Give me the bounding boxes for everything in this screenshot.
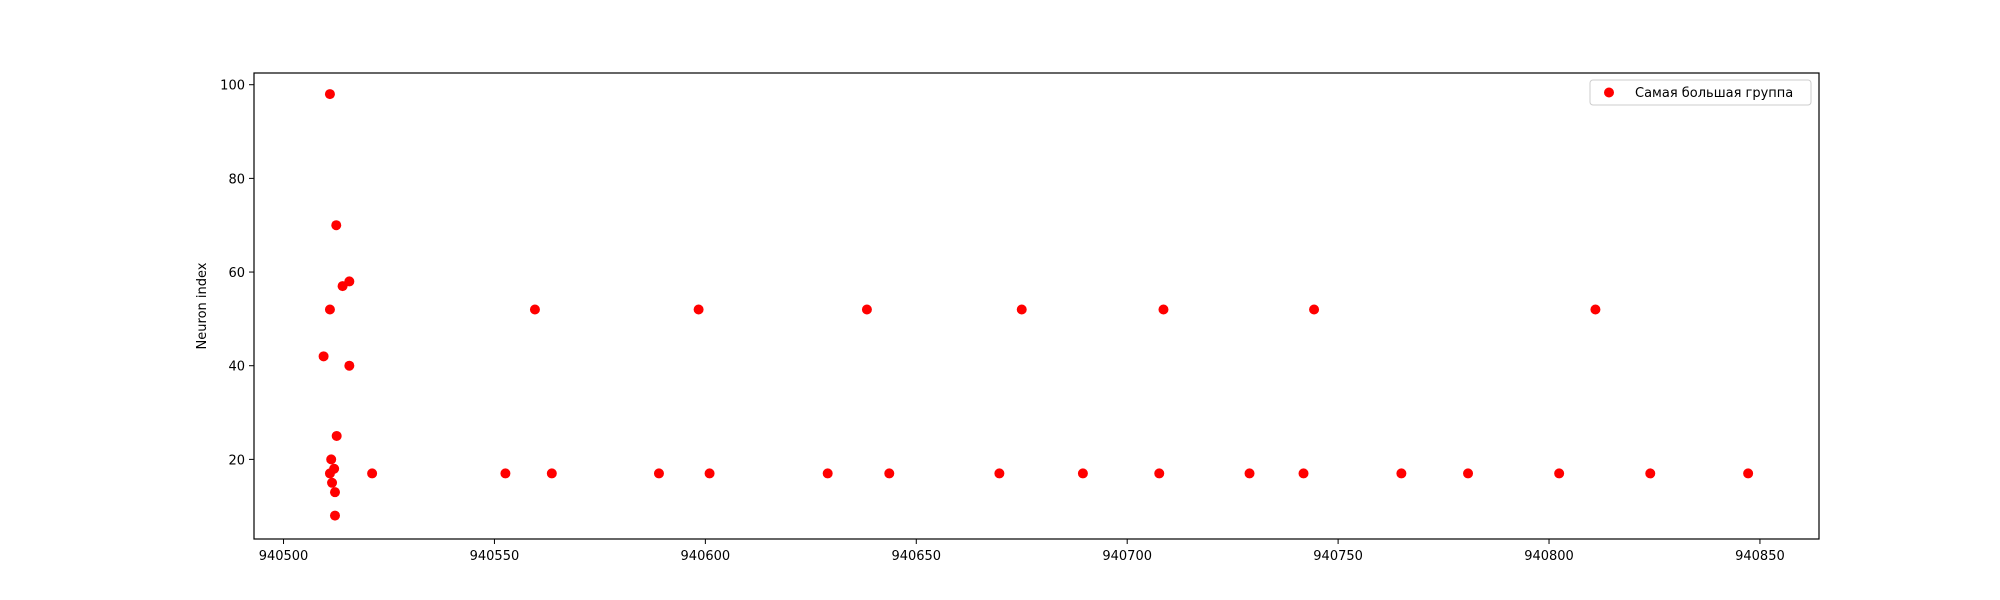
legend-label: Самая большая группа	[1635, 86, 1793, 101]
data-point	[500, 468, 511, 479]
plot-area-frame	[253, 72, 1820, 540]
data-point	[994, 468, 1005, 479]
data-point	[329, 510, 340, 521]
legend-marker	[1604, 87, 1614, 98]
x-tick-label: 940550	[470, 549, 520, 564]
data-point	[318, 351, 329, 362]
data-point	[1244, 468, 1255, 479]
data-point	[1645, 468, 1656, 479]
data-point	[329, 487, 340, 498]
y-tick-label: 60	[228, 266, 245, 281]
data-point	[326, 454, 337, 465]
data-point	[1590, 304, 1601, 315]
data-point	[822, 468, 833, 479]
data-point	[331, 220, 342, 231]
data-point	[693, 304, 704, 315]
legend-box	[1589, 79, 1812, 106]
data-point	[344, 360, 355, 371]
y-tick-label: 40	[228, 360, 245, 375]
data-point	[529, 304, 540, 315]
x-tick-label: 940650	[891, 549, 941, 564]
x-tick-label: 940700	[1102, 549, 1152, 564]
data-point	[884, 468, 895, 479]
data-points	[318, 89, 1754, 521]
data-point	[1298, 468, 1309, 479]
data-point	[653, 468, 664, 479]
x-tick-label: 940600	[681, 549, 731, 564]
data-point	[1077, 468, 1088, 479]
data-point	[861, 304, 872, 315]
data-point	[1743, 468, 1754, 479]
x-axis: 940500 940550 940600 940650 940700 940750 9408…	[259, 539, 1785, 564]
y-axis-label: Neuron index	[195, 262, 210, 349]
data-point	[367, 468, 378, 479]
data-point	[329, 463, 340, 474]
data-point	[1463, 468, 1474, 479]
y-tick-label: 80	[228, 172, 245, 187]
x-tick-label: 940850	[1735, 549, 1785, 564]
data-point	[1554, 468, 1565, 479]
y-tick-label: 100	[220, 79, 245, 94]
data-point	[704, 468, 715, 479]
data-point	[344, 276, 355, 287]
data-point	[1158, 304, 1169, 315]
legend: Самая большая группа	[1589, 79, 1812, 106]
y-axis: 20 40 60 80 100	[220, 79, 254, 468]
data-point	[324, 304, 335, 315]
data-point	[1016, 304, 1027, 315]
data-point	[1396, 468, 1407, 479]
data-point	[1154, 468, 1165, 479]
y-tick-label: 20	[228, 453, 245, 468]
x-tick-label: 940500	[259, 549, 309, 564]
data-point	[331, 430, 342, 441]
data-point	[327, 477, 338, 488]
data-point	[546, 468, 557, 479]
data-point	[1309, 304, 1320, 315]
x-tick-label: 940750	[1313, 549, 1363, 564]
data-point	[324, 89, 335, 100]
x-tick-label: 940800	[1524, 549, 1574, 564]
